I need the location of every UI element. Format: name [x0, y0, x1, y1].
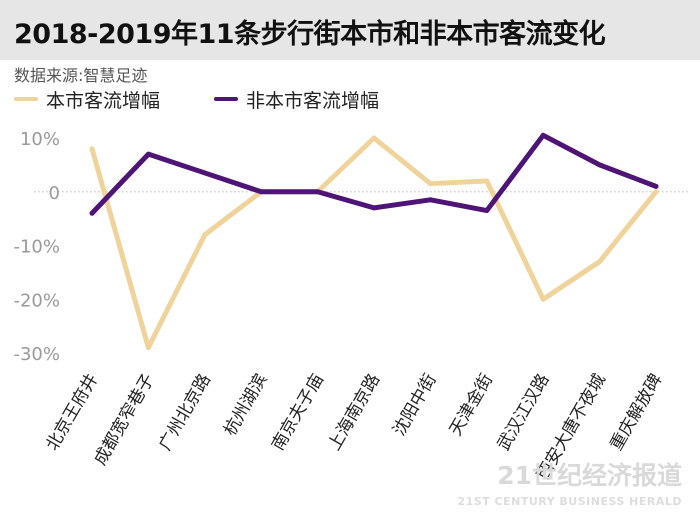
series-1-point — [202, 170, 208, 176]
series-1-point — [653, 183, 659, 189]
series-0-point — [653, 189, 659, 195]
x-tick-label: 南京夫子庙 — [268, 371, 328, 455]
y-tick-label: -30% — [13, 344, 60, 365]
x-tick-label: 北京王府井 — [43, 371, 103, 455]
x-tick-label: 沈阳中街 — [389, 371, 440, 440]
series-0-point — [371, 135, 377, 141]
series-line-1 — [89, 132, 659, 216]
x-tick-label: 成都宽窄巷子 — [90, 371, 158, 469]
x-tick-label: 重庆解放碑 — [607, 371, 667, 455]
y-tick-label: 10% — [20, 129, 60, 150]
watermark-logo: 21世纪经济报道 — [497, 461, 682, 490]
series-0-point — [428, 181, 433, 187]
legend-label-nonlocal: 非本市客流增幅 — [246, 90, 380, 112]
series-1-point — [89, 210, 95, 216]
x-tick-label: 上海南京路 — [325, 371, 385, 455]
legend-line-local — [14, 97, 38, 101]
x-tick-label: 广州北京路 — [155, 371, 215, 455]
legend-label-local: 本市客流增幅 — [46, 90, 161, 112]
title-bar — [0, 0, 700, 60]
data-source: 数据来源:智慧足迹 — [14, 66, 148, 85]
series-0-point — [146, 345, 151, 351]
x-tick-label: 武汉江汉路 — [494, 371, 554, 455]
legend-line-nonlocal — [214, 97, 238, 101]
series-1-point — [146, 151, 151, 157]
x-tick-label: 杭州湖滨 — [220, 371, 271, 440]
series-0-point — [540, 296, 546, 302]
series-line-0 — [89, 135, 659, 351]
series-1-point — [484, 208, 490, 213]
x-tick-label: 天津金街 — [446, 371, 497, 440]
watermark-subtitle: 21ST CENTURY BUSINESS HERALD — [457, 495, 682, 508]
series-1-point — [371, 205, 377, 211]
series-1-point — [597, 162, 602, 168]
chart-title: 2018-2019年11条步行街本市和非本市客流变化 — [14, 19, 606, 50]
y-tick-label: 0 — [49, 183, 60, 204]
series-1-point — [540, 132, 546, 138]
series-1-point — [428, 197, 433, 203]
y-tick-label: -10% — [13, 237, 60, 258]
series-0-point — [484, 178, 490, 184]
series-1-point — [315, 189, 320, 195]
series-0-point — [202, 232, 208, 238]
series-0-point — [597, 259, 602, 265]
series-0-point — [89, 146, 95, 152]
series-1-point — [258, 189, 264, 195]
y-tick-label: -20% — [13, 290, 60, 311]
